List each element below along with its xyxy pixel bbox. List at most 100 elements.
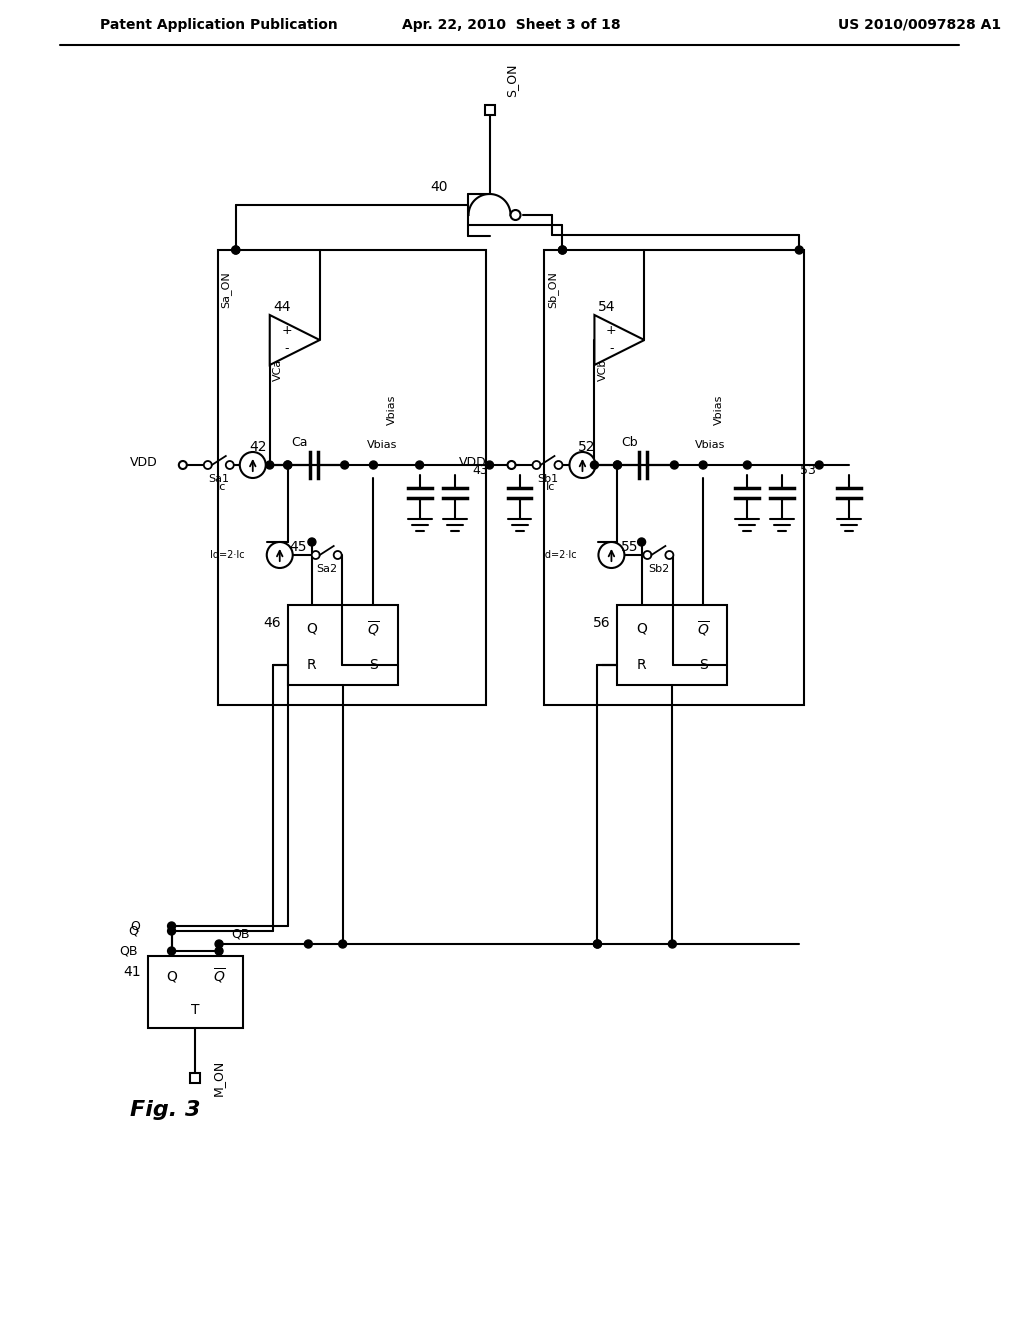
Circle shape bbox=[743, 461, 752, 469]
Circle shape bbox=[485, 461, 494, 469]
Text: Sb_ON: Sb_ON bbox=[547, 272, 558, 309]
Circle shape bbox=[231, 246, 240, 253]
Polygon shape bbox=[595, 315, 644, 366]
Bar bbox=[545, 249, 804, 705]
Circle shape bbox=[339, 940, 347, 948]
Circle shape bbox=[266, 543, 293, 568]
Circle shape bbox=[341, 461, 348, 469]
Text: M_ON: M_ON bbox=[211, 1060, 224, 1096]
Text: 40: 40 bbox=[430, 180, 447, 194]
Circle shape bbox=[334, 550, 342, 558]
Text: Apr. 22, 2010  Sheet 3 of 18: Apr. 22, 2010 Sheet 3 of 18 bbox=[402, 18, 621, 32]
Circle shape bbox=[370, 461, 378, 469]
Text: 45: 45 bbox=[289, 540, 306, 554]
Text: Q: Q bbox=[166, 969, 177, 983]
Polygon shape bbox=[269, 315, 319, 366]
Bar bbox=[147, 956, 243, 1028]
Circle shape bbox=[558, 246, 566, 253]
Circle shape bbox=[266, 461, 273, 469]
Text: Ca: Ca bbox=[292, 437, 308, 450]
Text: S_ON: S_ON bbox=[506, 63, 518, 96]
Text: +: + bbox=[282, 325, 292, 338]
Text: 42: 42 bbox=[249, 440, 266, 454]
Circle shape bbox=[179, 461, 186, 469]
Text: Id=2·Ic: Id=2·Ic bbox=[542, 550, 577, 560]
Bar bbox=[617, 605, 727, 685]
Circle shape bbox=[613, 461, 622, 469]
Circle shape bbox=[215, 946, 223, 954]
Text: 43: 43 bbox=[472, 463, 488, 477]
Text: 54: 54 bbox=[598, 300, 616, 314]
Text: R: R bbox=[307, 657, 316, 672]
Bar bbox=[484, 106, 495, 115]
Text: QB: QB bbox=[231, 928, 250, 940]
Text: T: T bbox=[191, 1003, 200, 1016]
Circle shape bbox=[815, 461, 823, 469]
Text: Patent Application Publication: Patent Application Publication bbox=[100, 18, 338, 32]
Circle shape bbox=[532, 461, 541, 469]
Text: VCa: VCa bbox=[272, 359, 283, 381]
Circle shape bbox=[416, 461, 424, 469]
Circle shape bbox=[215, 940, 223, 948]
Text: 41: 41 bbox=[123, 965, 140, 979]
Circle shape bbox=[638, 539, 645, 546]
Circle shape bbox=[569, 451, 595, 478]
Circle shape bbox=[796, 246, 803, 253]
Text: Cb: Cb bbox=[622, 437, 638, 450]
Circle shape bbox=[225, 461, 233, 469]
Circle shape bbox=[666, 550, 674, 558]
Text: Vbias: Vbias bbox=[715, 395, 724, 425]
Circle shape bbox=[554, 461, 562, 469]
Text: Sa1: Sa1 bbox=[208, 474, 229, 484]
Circle shape bbox=[594, 940, 601, 948]
Text: S: S bbox=[369, 657, 378, 672]
Text: 44: 44 bbox=[273, 300, 291, 314]
Circle shape bbox=[511, 210, 520, 220]
Circle shape bbox=[168, 946, 175, 954]
Text: Id=2·Ic: Id=2·Ic bbox=[210, 550, 245, 560]
Text: Sb2: Sb2 bbox=[648, 564, 669, 574]
Circle shape bbox=[284, 461, 292, 469]
Text: Ic: Ic bbox=[217, 482, 226, 492]
Text: $\overline{Q}$: $\overline{Q}$ bbox=[696, 619, 710, 639]
Circle shape bbox=[699, 461, 708, 469]
Circle shape bbox=[558, 246, 566, 253]
Text: +: + bbox=[606, 325, 616, 338]
Text: VCb: VCb bbox=[597, 359, 607, 381]
Text: S: S bbox=[698, 657, 708, 672]
Text: 52: 52 bbox=[578, 440, 595, 454]
Text: -: - bbox=[609, 342, 613, 355]
Text: Q: Q bbox=[306, 622, 317, 636]
Bar bbox=[288, 605, 397, 685]
Circle shape bbox=[240, 451, 266, 478]
Text: QB: QB bbox=[120, 945, 138, 957]
Text: Sa2: Sa2 bbox=[316, 564, 337, 574]
Text: Vbias: Vbias bbox=[387, 395, 396, 425]
Circle shape bbox=[594, 940, 601, 948]
Text: 46: 46 bbox=[263, 615, 281, 630]
Circle shape bbox=[304, 940, 312, 948]
Circle shape bbox=[308, 539, 315, 546]
Text: -: - bbox=[285, 342, 289, 355]
Circle shape bbox=[168, 921, 175, 931]
Circle shape bbox=[508, 461, 515, 469]
Text: VDD: VDD bbox=[130, 455, 158, 469]
Text: US 2010/0097828 A1: US 2010/0097828 A1 bbox=[838, 18, 1000, 32]
Text: 55: 55 bbox=[621, 540, 638, 554]
Text: 53: 53 bbox=[800, 463, 816, 477]
Circle shape bbox=[669, 940, 677, 948]
Text: 56: 56 bbox=[593, 615, 610, 630]
Bar bbox=[218, 249, 485, 705]
Text: Q: Q bbox=[130, 920, 140, 932]
Bar bbox=[190, 1073, 201, 1082]
Circle shape bbox=[598, 543, 625, 568]
Circle shape bbox=[168, 927, 175, 935]
Circle shape bbox=[311, 550, 319, 558]
Text: Sb1: Sb1 bbox=[537, 474, 558, 484]
Text: $\overline{Q}$: $\overline{Q}$ bbox=[367, 619, 380, 639]
Circle shape bbox=[231, 246, 240, 253]
Text: Q: Q bbox=[636, 622, 647, 636]
Circle shape bbox=[284, 461, 292, 469]
Circle shape bbox=[204, 461, 212, 469]
Circle shape bbox=[613, 461, 622, 469]
